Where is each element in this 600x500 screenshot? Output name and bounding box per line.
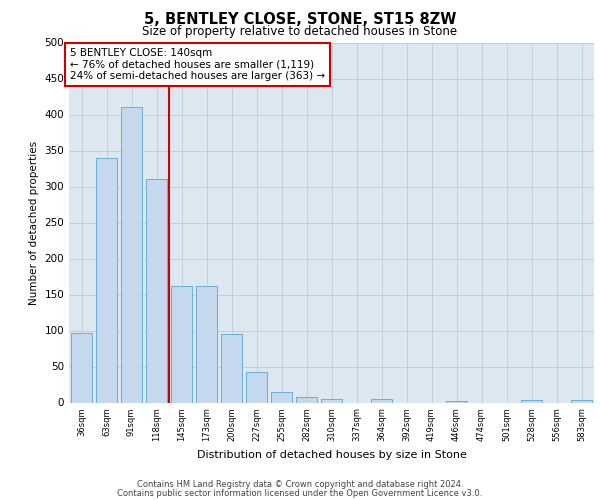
- Y-axis label: Number of detached properties: Number of detached properties: [29, 140, 39, 304]
- X-axis label: Distribution of detached houses by size in Stone: Distribution of detached houses by size …: [197, 450, 466, 460]
- Text: Size of property relative to detached houses in Stone: Size of property relative to detached ho…: [142, 25, 458, 38]
- Text: 5 BENTLEY CLOSE: 140sqm
← 76% of detached houses are smaller (1,119)
24% of semi: 5 BENTLEY CLOSE: 140sqm ← 76% of detache…: [70, 48, 325, 81]
- Bar: [446, 401, 467, 402]
- Bar: [196, 286, 217, 403]
- Bar: [221, 334, 242, 402]
- Bar: [271, 392, 292, 402]
- Bar: [521, 400, 542, 402]
- Bar: [71, 332, 92, 402]
- Bar: [571, 400, 592, 402]
- Bar: [296, 396, 317, 402]
- Text: Contains HM Land Registry data © Crown copyright and database right 2024.: Contains HM Land Registry data © Crown c…: [137, 480, 463, 489]
- Bar: [371, 399, 392, 402]
- Bar: [171, 286, 192, 403]
- Bar: [121, 108, 142, 403]
- Text: Contains public sector information licensed under the Open Government Licence v3: Contains public sector information licen…: [118, 489, 482, 498]
- Bar: [96, 158, 117, 402]
- Bar: [321, 399, 342, 402]
- Bar: [146, 180, 167, 402]
- Text: 5, BENTLEY CLOSE, STONE, ST15 8ZW: 5, BENTLEY CLOSE, STONE, ST15 8ZW: [144, 12, 456, 28]
- Bar: [246, 372, 267, 402]
